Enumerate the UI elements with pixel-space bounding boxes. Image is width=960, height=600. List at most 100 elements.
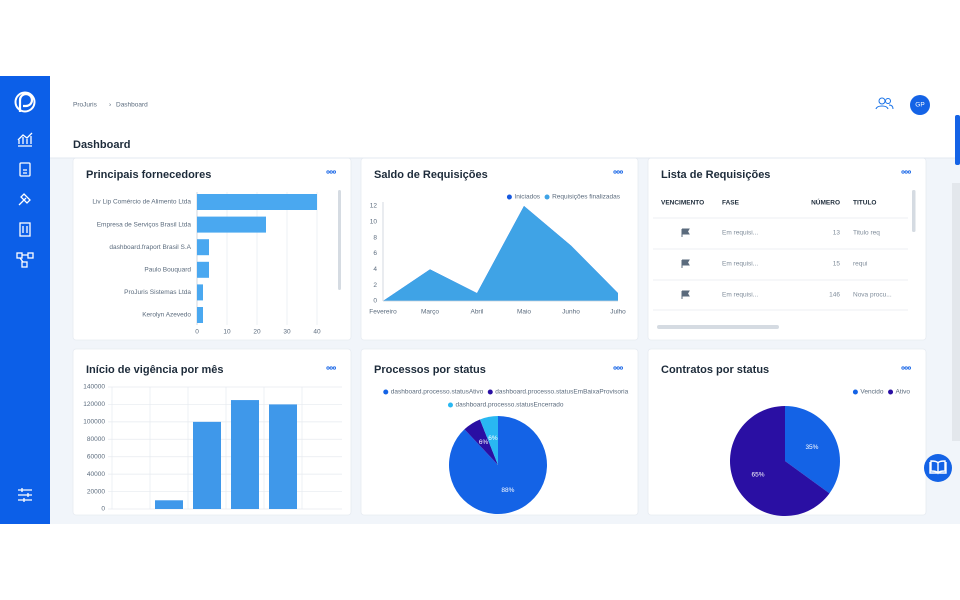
avatar[interactable] [910, 95, 930, 115]
legend-swatch [506, 194, 512, 200]
pie-slice [729, 405, 830, 516]
scrollbar [338, 190, 341, 290]
y-tick-label: 2 [373, 282, 377, 289]
cell: Em requisi... [722, 292, 758, 299]
menu-dot [616, 170, 620, 174]
breadcrumb-current: Dashboard [116, 102, 148, 109]
y-tick-label: 10 [370, 219, 378, 226]
scroll-track [952, 183, 960, 441]
cell: Em requisi... [722, 230, 758, 237]
bar [197, 216, 266, 233]
menu-dot [329, 170, 333, 174]
bar [197, 307, 203, 323]
slice-label: 35% [805, 444, 818, 451]
legend-swatch [487, 389, 493, 395]
menu-dot [904, 170, 908, 174]
scroll-thumb[interactable] [955, 115, 960, 165]
column-header: TITULO [853, 200, 876, 207]
x-tick-label: 40 [313, 329, 321, 336]
x-tick-label: 20 [253, 329, 261, 336]
y-tick-label: 8 [373, 234, 377, 241]
cell: 146 [829, 292, 840, 299]
y-tick-label: 20000 [87, 488, 105, 495]
panel-title: Lista de Requisições [661, 169, 770, 181]
y-tick-label: Kerolyn Azevedo [142, 312, 191, 319]
pie-slice [464, 419, 498, 465]
avatar-initials: GP [915, 102, 924, 109]
menu-dot [326, 366, 330, 370]
breadcrumb-sep: › [109, 102, 111, 109]
legend-label: dashboard.processo.statusEncerrado [455, 402, 563, 409]
panel-title: Saldo de Requisições [374, 169, 488, 181]
legend-swatch [888, 389, 894, 395]
menu-dot [329, 366, 333, 370]
y-tick-label: Empresa de Serviços Brasil Ltda [97, 221, 192, 228]
y-tick-label: 80000 [87, 436, 105, 443]
y-tick-label: 60000 [87, 453, 105, 460]
x-tick-label: Abril [470, 309, 484, 316]
x-tick-label: Março [421, 309, 439, 316]
y-tick-label: 40000 [87, 471, 105, 478]
panel [360, 157, 639, 341]
breadcrumb-root[interactable]: ProJuris [73, 102, 98, 109]
y-tick-label: 100000 [83, 419, 105, 426]
legend-item: dashboard.processo.statusEmBaixaProvisor… [487, 389, 629, 396]
slice-label: 6% [479, 439, 489, 446]
y-tick-label: 0 [101, 506, 105, 513]
panel-title: Início de vigência por mês [86, 364, 224, 376]
menu-dot [619, 366, 624, 370]
panel-title: Processos por status [374, 364, 486, 376]
y-tick-label: 140000 [83, 384, 105, 391]
legend-swatch [852, 389, 858, 395]
legend-item: Ativo [888, 389, 910, 396]
legend-item: Requisições finalizadas [544, 194, 621, 201]
bar [197, 194, 317, 210]
legend-swatch [544, 194, 550, 200]
panel-title: Principais fornecedores [86, 169, 211, 181]
legend-swatch [447, 402, 453, 408]
legend-item: Iniciados [506, 194, 541, 201]
x-tick-label: 10 [223, 329, 231, 336]
x-tick-label: Julho [610, 309, 626, 316]
y-tick-label: 12 [370, 203, 378, 210]
nav-icons[interactable] [16, 132, 34, 502]
slice-label: 88% [501, 487, 514, 494]
legend-swatch [383, 389, 389, 395]
menu-dot [904, 366, 908, 370]
bar [155, 500, 183, 509]
cell: Titulo req [853, 230, 880, 237]
users-icon[interactable] [875, 97, 894, 110]
cell: 13 [833, 230, 841, 237]
bar [231, 400, 259, 509]
column-header: VENCIMENTO [661, 200, 704, 207]
legend-label: Ativo [896, 389, 911, 396]
header-bg [50, 76, 960, 158]
menu-dot [616, 366, 620, 370]
cell: requi [853, 261, 867, 268]
bar [269, 404, 297, 509]
cell: Nova procu... [853, 292, 892, 299]
column-header: FASE [722, 200, 740, 207]
y-tick-label: ProJuris Sistemas Ltda [124, 289, 191, 296]
x-tick-label: Fevereiro [369, 309, 397, 316]
bar [197, 284, 203, 301]
menu-dot [901, 170, 905, 174]
cell: Em requisi... [722, 261, 758, 268]
x-tick-label: Maio [517, 309, 531, 316]
area [383, 206, 618, 301]
y-tick-label: 120000 [83, 401, 105, 408]
menu-dot [613, 366, 617, 370]
x-tick-label: Junho [562, 309, 580, 316]
x-tick-label: 30 [283, 329, 291, 336]
legend-label: Requisições finalizadas [552, 194, 621, 201]
logo [14, 91, 36, 113]
pie-slice [479, 416, 498, 465]
y-tick-label: 0 [373, 298, 377, 305]
menu-dot [619, 170, 624, 174]
menu-dot [332, 366, 336, 370]
legend-item: dashboard.processo.statusAtivo [383, 389, 484, 396]
slice-label: 6% [488, 435, 498, 442]
